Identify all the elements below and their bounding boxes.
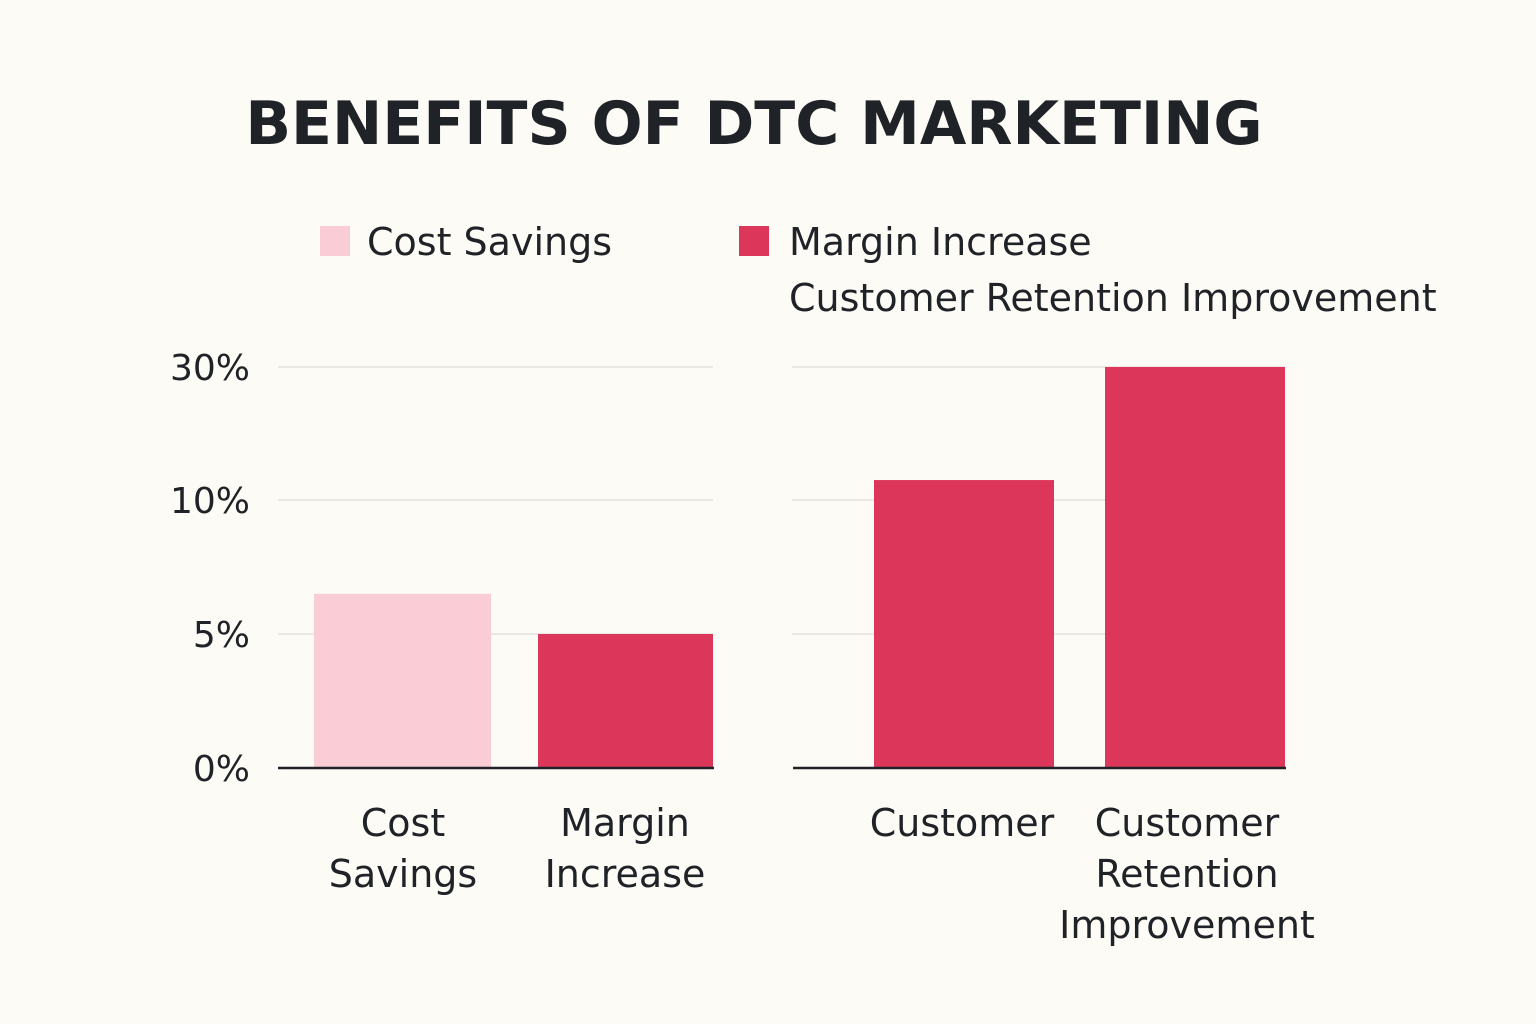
legend-label-customer-retention-improvement: Customer Retention Improvement (789, 276, 1437, 320)
legend-swatch-margin-increase (739, 226, 769, 256)
bar (538, 634, 713, 768)
chart-title: BENEFITS OF DTC MARKETING (245, 89, 1262, 159)
y-tick-label: 0% (193, 749, 250, 790)
y-axis-ticks: 30% 10% 5% 0% (170, 348, 250, 790)
category-label: Cost (361, 801, 445, 845)
category-label: Savings (329, 852, 477, 896)
y-tick-label: 5% (193, 615, 250, 656)
legend: Cost Savings Margin Increase Customer Re… (320, 220, 1437, 320)
category-label: Increase (545, 852, 706, 896)
bars (314, 367, 1285, 768)
y-tick-label: 30% (170, 348, 250, 389)
bar (1105, 367, 1285, 768)
category-labels: Cost Savings Margin Increase Customer Custome… (329, 801, 1315, 947)
legend-label-cost-savings: Cost Savings (367, 220, 612, 264)
category-label: Customer (870, 801, 1055, 845)
legend-swatch-cost-savings (320, 226, 350, 256)
legend-label-margin-increase: Margin Increase (789, 220, 1092, 264)
bar (874, 480, 1054, 768)
category-label: Margin (560, 801, 690, 845)
bar (314, 593, 491, 768)
y-tick-label: 10% (170, 481, 250, 522)
category-label: Improvement (1059, 903, 1315, 947)
category-label: Customer (1095, 801, 1280, 845)
category-label: Retention (1095, 852, 1278, 896)
